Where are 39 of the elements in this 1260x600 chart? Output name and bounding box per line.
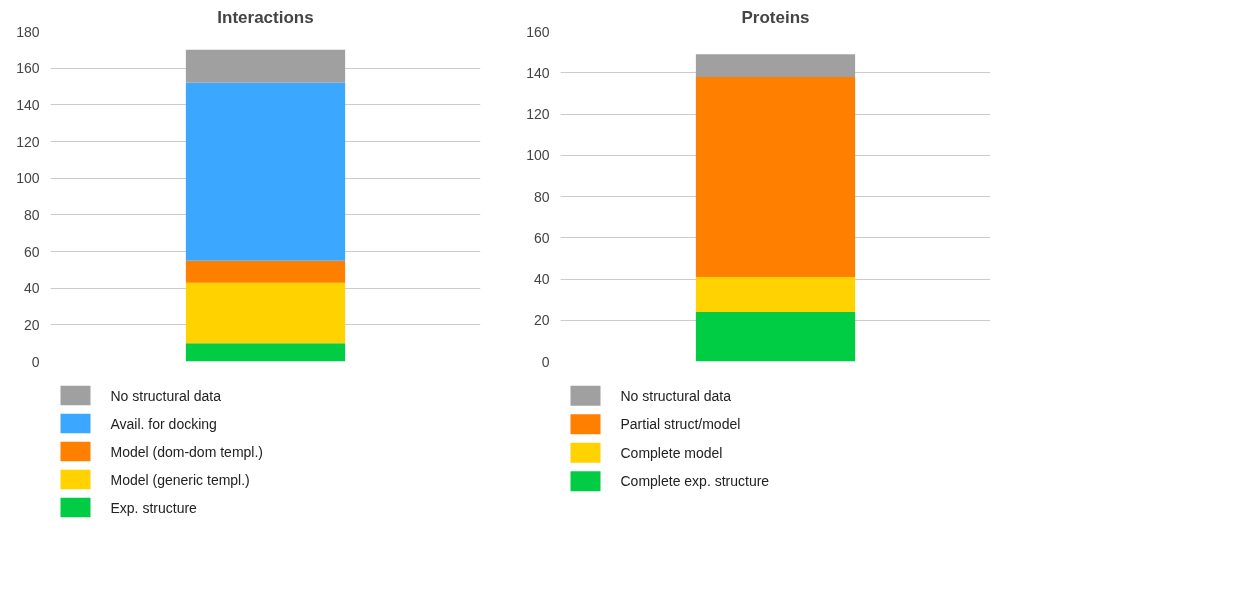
bar [185,82,346,261]
y-tick-label: 100 [16,170,40,187]
y-tick-label: 20 [533,312,550,329]
y-tick-label: 180 [16,23,40,40]
y-tick-label: 80 [23,206,40,223]
y-tick-label: 40 [23,280,40,297]
legend-label: No structural data [110,387,222,404]
legend-label: Complete exp. structure [620,473,770,490]
chart-title: Proteins [741,7,810,27]
legend-label: Model (dom-dom templ.) [110,443,263,460]
bar [185,49,346,83]
legend-label: Model (generic templ.) [110,471,250,488]
y-tick-label: 140 [526,64,550,81]
chart-title: Interactions [217,7,314,27]
y-tick-label: 100 [526,147,550,164]
legend-label: Exp. structure [110,499,198,516]
legend-label: Complete model [620,444,723,461]
y-tick-label: 60 [533,229,550,246]
bar [695,54,856,77]
legend-label: Partial struct/model [620,416,741,433]
bar [185,343,346,362]
y-tick-label: 40 [533,271,550,287]
y-tick-label: 0 [541,353,550,370]
legend-label: Avail. for docking [110,415,217,432]
y-tick-label: 160 [526,23,550,40]
bar [695,76,856,277]
y-tick-label: 60 [23,243,40,260]
bar [185,282,346,344]
y-tick-label: 20 [23,316,40,333]
legend-label: No structural data [620,387,732,404]
y-tick-label: 120 [16,133,40,150]
y-tick-label: 160 [16,60,40,77]
bar [695,312,856,362]
y-tick-label: 120 [526,106,550,122]
bar [695,276,856,312]
y-tick-label: 80 [533,188,550,205]
y-tick-label: 140 [16,96,40,113]
y-tick-label: 0 [31,353,40,370]
bar [185,260,346,283]
